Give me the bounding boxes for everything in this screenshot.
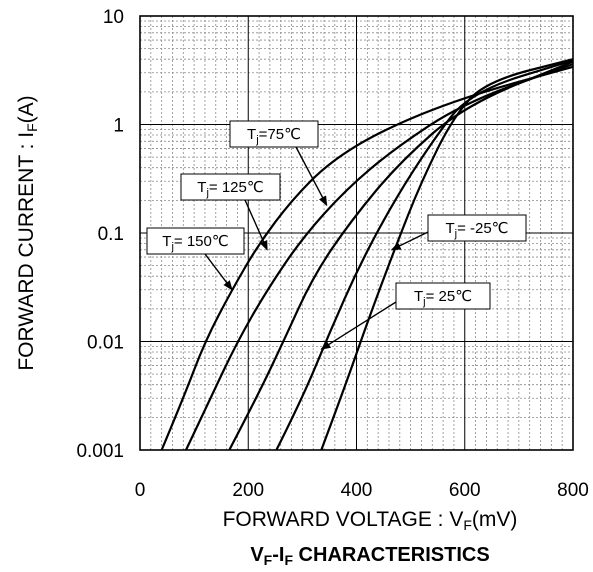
series-line-tj-minus25 xyxy=(320,58,574,451)
x-axis-label-sub: F xyxy=(463,517,472,533)
x-tick-label: 0 xyxy=(135,480,146,501)
title-sub-f2: F xyxy=(284,552,293,568)
title-rest: CHARACTERISTICS xyxy=(293,544,490,566)
x-tick-label: 600 xyxy=(449,480,481,501)
y-tick-label: 1 xyxy=(113,116,124,137)
y-tick-label: 0.1 xyxy=(98,224,124,245)
annotation-arrow xyxy=(295,146,328,207)
title-dash-i: -I xyxy=(272,544,284,566)
x-tick-label: 800 xyxy=(557,480,589,501)
x-axis-label-main: FORWARD VOLTAGE : V xyxy=(223,508,464,531)
title-v: V xyxy=(250,544,264,566)
annotation-arrow xyxy=(244,199,268,251)
annotation-label: Tj=75℃ xyxy=(247,126,301,146)
series-line-tj-25 xyxy=(275,59,574,451)
series-line-tj-150 xyxy=(160,65,574,451)
y-axis-label-unit: (A) xyxy=(15,95,38,123)
plot-border xyxy=(139,15,574,451)
annotation-box xyxy=(180,173,281,201)
annotation-label: Tj= 25℃ xyxy=(414,288,472,308)
annotations: Tj= 150℃ Tj= 125℃ Tj=75℃ Tj= -25℃ Tj= 25℃ xyxy=(146,120,527,350)
y-tick-label: 0.001 xyxy=(76,441,124,462)
series-line-tj-125 xyxy=(185,63,574,451)
annotation-label: Tj= -25℃ xyxy=(445,220,508,240)
annotation-arrow xyxy=(390,231,429,251)
grid xyxy=(139,15,574,451)
annotation-box xyxy=(395,282,491,310)
y-axis-label-main: FORWARD CURRENT : I xyxy=(15,132,38,371)
annotation-box xyxy=(229,120,319,148)
annotation-arrow xyxy=(320,301,397,350)
x-axis-label-unit: (mV) xyxy=(472,508,518,531)
annotation-box xyxy=(146,227,245,255)
annotation-label: Tj= 125℃ xyxy=(197,179,263,199)
y-axis-label: FORWARD CURRENT : IF(A) xyxy=(15,95,40,370)
series-line-tj-75 xyxy=(228,60,574,451)
x-tick-label: 400 xyxy=(341,480,373,501)
y-tick-label: 10 xyxy=(103,7,124,28)
title-sub-f1: F xyxy=(264,552,273,568)
y-axis-label-sub: F xyxy=(24,123,40,132)
series-group xyxy=(160,58,574,451)
tick-labels: 0 200 400 600 800 0.001 0.01 0.1 1 10 xyxy=(76,7,588,501)
chart-title: VF-IF CHARACTERISTICS xyxy=(250,544,489,568)
annotation-label: Tj= 150℃ xyxy=(162,233,228,253)
y-tick-label: 0.01 xyxy=(87,333,124,354)
plot-frame xyxy=(139,15,574,451)
annotation-arrow xyxy=(204,253,233,291)
x-axis-label: FORWARD VOLTAGE : VF(mV) xyxy=(223,508,518,533)
x-tick-label: 200 xyxy=(232,480,264,501)
annotation-box xyxy=(427,214,527,242)
